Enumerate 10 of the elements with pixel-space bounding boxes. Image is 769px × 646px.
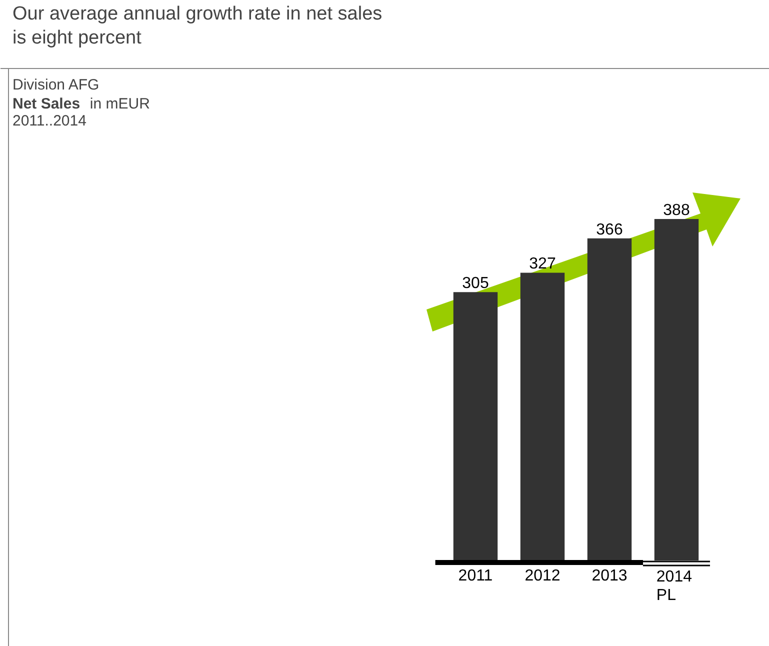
x-tick-label: 2014 PL <box>656 568 692 604</box>
x-tick-label: 2012 <box>524 568 560 584</box>
data-label: 388 <box>663 202 690 220</box>
x-tick-label: 2011 <box>458 568 493 584</box>
x-tick-label: 2013 <box>592 568 628 584</box>
data-label: 366 <box>596 221 623 238</box>
data-label: 327 <box>529 256 556 273</box>
text: Our average annual growth rate in net sales is eight percent <box>12 4 382 48</box>
data-label: 305 <box>462 275 489 292</box>
text: Division AFG Net Sales in mEUR 2011..2014 <box>12 76 150 130</box>
